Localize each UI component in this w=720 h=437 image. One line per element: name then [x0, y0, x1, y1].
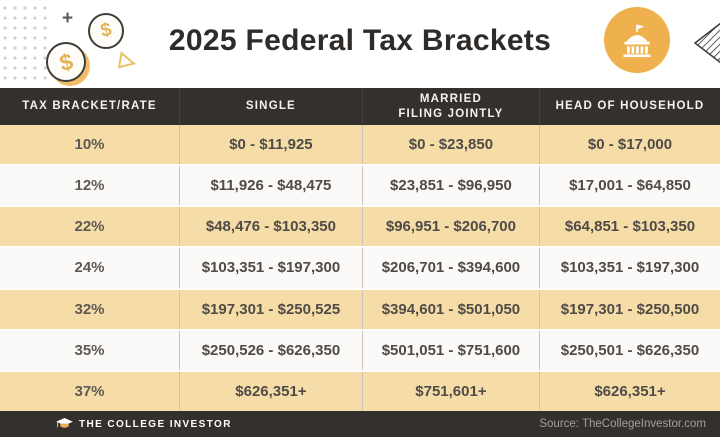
- cell-rate: 22%: [0, 207, 180, 247]
- cell-rate: 10%: [0, 125, 180, 165]
- cell-head-of-household: $17,001 - $64,850: [569, 177, 691, 195]
- dollar-coin-icon: $: [88, 13, 124, 49]
- table-row: 37% $626,351+ $751,601+ $626,351+: [0, 371, 720, 411]
- cell-head-of-household: $197,301 - $250,500: [560, 300, 700, 318]
- cell-married-filing-jointly: $751,601+: [363, 371, 540, 411]
- brand-logo: THE COLLEGE INVESTOR: [56, 417, 232, 431]
- cell-head-of-household: $250,501 - $626,350: [560, 341, 700, 359]
- cell-head-of-household: $103,351 - $197,300: [560, 259, 700, 277]
- page-title: 2025 Federal Tax Brackets: [168, 24, 552, 57]
- plus-icon: +: [62, 8, 74, 29]
- cell-single: $197,301 - $250,525: [180, 289, 363, 329]
- cell-single: $48,476 - $103,350: [180, 207, 363, 247]
- column-header-single: SINGLE: [180, 88, 363, 125]
- header-band: + $ $ 2025 Federal Tax Brackets: [0, 0, 720, 88]
- footer-bar: THE COLLEGE INVESTOR Source: TheCollegeI…: [0, 411, 720, 437]
- cell-single: $11,926 - $48,475: [180, 166, 363, 206]
- table-header-row: TAX BRACKET/RATE SINGLE MARRIED FILING J…: [0, 88, 720, 125]
- cell-head-of-household: $626,351+: [594, 382, 666, 400]
- column-header-head-of-household: HEAD OF HOUSEHOLD: [555, 100, 705, 113]
- table-row: 35% $250,526 - $626,350 $501,051 - $751,…: [0, 330, 720, 372]
- capitol-building-icon: [623, 24, 651, 58]
- cell-married-filing-jointly: $501,051 - $751,600: [363, 330, 540, 370]
- cell-rate: 35%: [0, 330, 180, 370]
- cell-married-filing-jointly: $23,851 - $96,950: [363, 166, 540, 206]
- column-header-married-filing-jointly: MARRIED FILING JOINTLY: [363, 88, 540, 125]
- capitol-badge: [604, 7, 670, 73]
- source-credit: Source: TheCollegeInvestor.com: [539, 418, 706, 430]
- cell-married-filing-jointly: $96,951 - $206,700: [363, 207, 540, 247]
- cell-married-filing-jointly: $206,701 - $394,600: [363, 248, 540, 288]
- cell-rate: 37%: [0, 371, 180, 411]
- dollar-coin-icon: $: [46, 42, 86, 82]
- cell-married-filing-jointly: $0 - $23,850: [363, 125, 540, 165]
- cell-single: $626,351+: [180, 371, 363, 411]
- dollar-glyph: $: [56, 47, 76, 76]
- table-row: 24% $103,351 - $197,300 $206,701 - $394,…: [0, 248, 720, 290]
- column-header-rate: TAX BRACKET/RATE: [0, 88, 180, 125]
- triangle-outline-icon: [117, 51, 137, 69]
- table-row: 12% $11,926 - $48,475 $23,851 - $96,950 …: [0, 166, 720, 208]
- dot-grid-pattern: [0, 3, 48, 83]
- cell-head-of-household: $64,851 - $103,350: [564, 218, 696, 236]
- cell-rate: 12%: [0, 166, 180, 206]
- table-row: 10% $0 - $11,925 $0 - $23,850 $0 - $17,0…: [0, 125, 720, 167]
- brand-name: THE COLLEGE INVESTOR: [79, 418, 232, 430]
- striped-triangle-icon: [693, 22, 720, 64]
- cell-head-of-household: $0 - $17,000: [587, 136, 673, 154]
- graduation-cap-icon: [56, 417, 73, 428]
- cell-rate: 32%: [0, 289, 180, 329]
- cell-single: $0 - $11,925: [180, 125, 363, 165]
- dollar-glyph: $: [98, 19, 114, 42]
- table-body: 10% $0 - $11,925 $0 - $23,850 $0 - $17,0…: [0, 125, 720, 411]
- cell-single: $250,526 - $626,350: [180, 330, 363, 370]
- table-row: 32% $197,301 - $250,525 $394,601 - $501,…: [0, 289, 720, 331]
- table-row: 22% $48,476 - $103,350 $96,951 - $206,70…: [0, 207, 720, 249]
- cell-married-filing-jointly: $394,601 - $501,050: [363, 289, 540, 329]
- cell-rate: 24%: [0, 248, 180, 288]
- cell-single: $103,351 - $197,300: [180, 248, 363, 288]
